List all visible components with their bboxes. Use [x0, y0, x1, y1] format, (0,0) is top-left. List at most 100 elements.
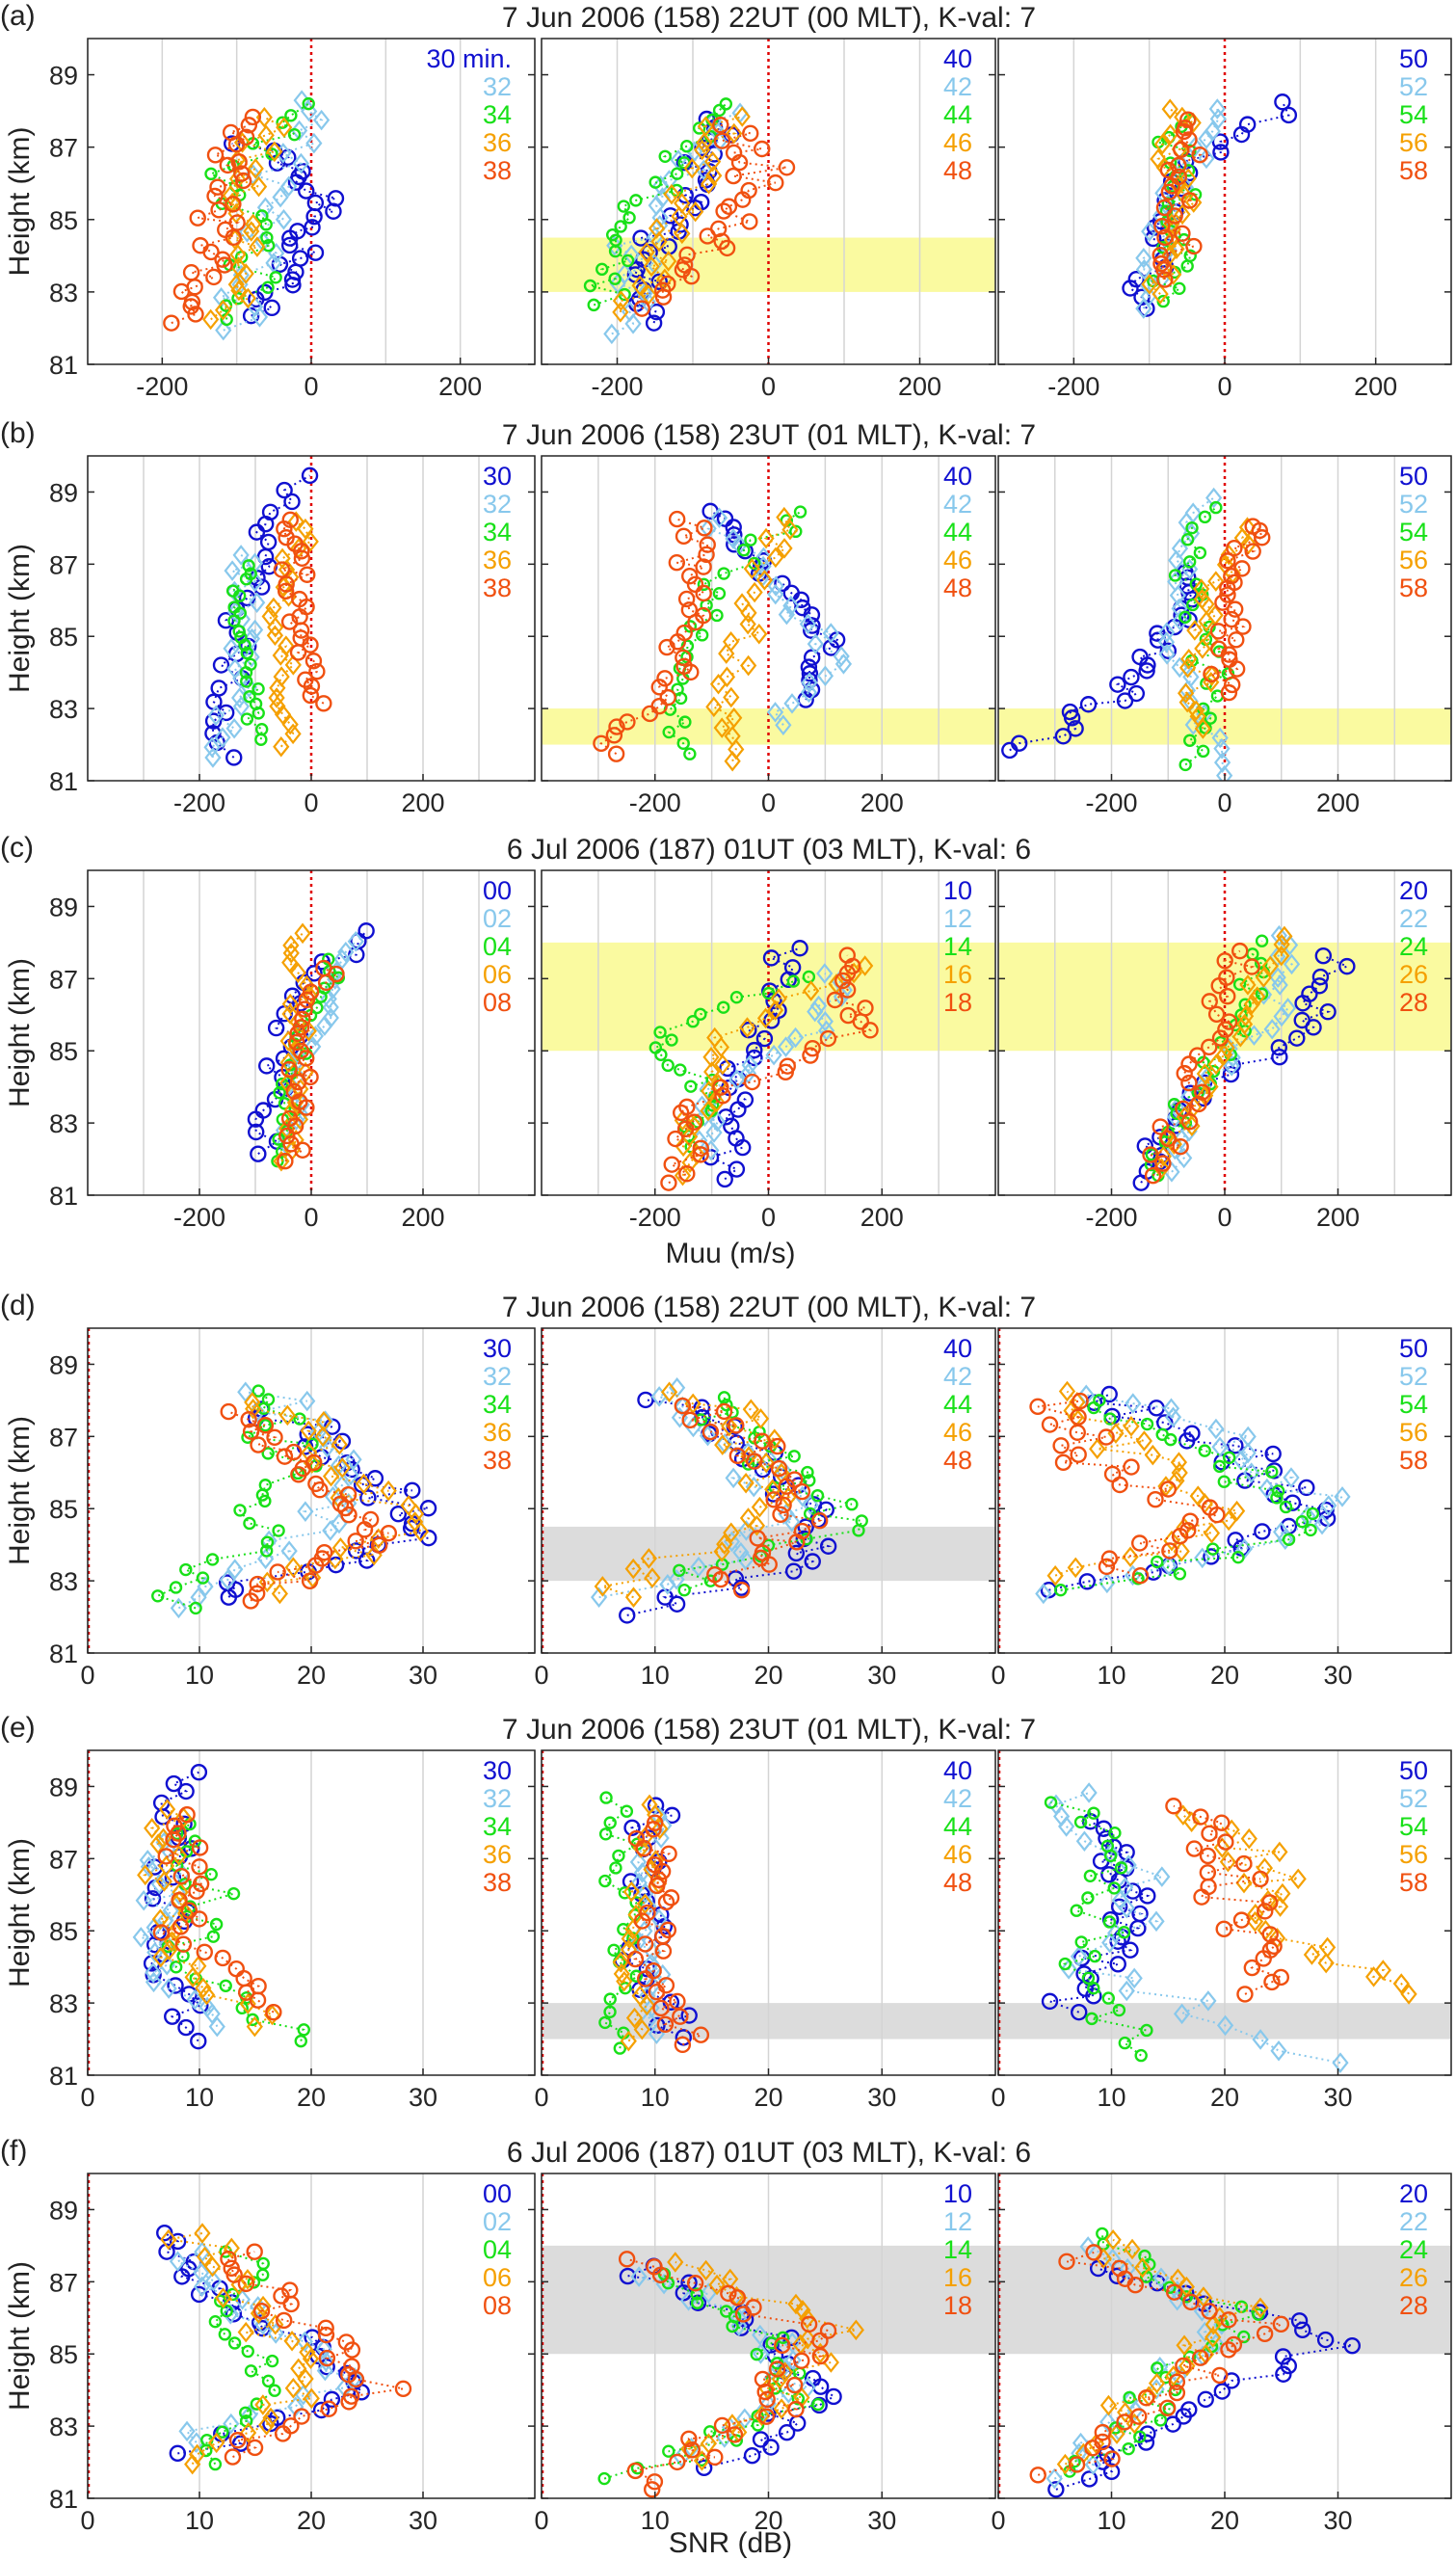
x-tick-label: 0	[534, 2506, 548, 2535]
y-tick-label: 87	[49, 965, 78, 994]
data-point	[1168, 2373, 1186, 2390]
data-point	[1109, 676, 1126, 693]
data-point	[1098, 1428, 1115, 1446]
data-point	[323, 2390, 341, 2409]
legend-entry: 50	[1399, 462, 1428, 491]
data-point	[269, 2409, 286, 2427]
data-point	[660, 1174, 677, 1191]
x-tick-label: 0	[304, 1203, 318, 1232]
data-point	[801, 665, 819, 682]
panel-title: 7 Jun 2006 (158) 23UT (01 MLT), K-val: 7	[502, 1714, 1036, 1746]
data-point	[1338, 957, 1356, 975]
y-tick-label: 83	[49, 1567, 78, 1596]
data-point	[1263, 1018, 1281, 1040]
data-point	[646, 2473, 664, 2491]
data-point	[1140, 1417, 1154, 1431]
legend-entry: 20	[1399, 876, 1428, 905]
data-point	[667, 1130, 684, 1148]
data-point	[802, 1047, 819, 1064]
data-point	[1073, 1815, 1088, 1829]
data-point	[1180, 192, 1199, 209]
data-point	[726, 707, 743, 729]
series-3	[1044, 1796, 1153, 2063]
data-point	[1198, 1444, 1211, 1457]
data-point	[1200, 1990, 1217, 2012]
legend-entry: 30	[483, 1334, 512, 1363]
data-point	[774, 574, 791, 592]
y-tick-label: 87	[49, 1423, 78, 1452]
panel-title: 7 Jun 2006 (158) 23UT (01 MLT), K-val: 7	[502, 419, 1036, 451]
data-point	[166, 1921, 184, 1942]
data-point	[214, 727, 231, 748]
x-tick-label: 20	[297, 1661, 326, 1690]
data-point	[662, 2444, 675, 2458]
data-point	[715, 202, 732, 220]
data-point	[1167, 1098, 1181, 1111]
data-point	[1255, 934, 1269, 947]
data-point	[770, 988, 787, 1009]
data-point	[810, 1512, 829, 1530]
data-point	[799, 2307, 816, 2330]
data-point	[293, 2408, 310, 2425]
x-tick-label: -200	[136, 372, 188, 401]
data-point	[152, 1924, 171, 1941]
data-point	[237, 2321, 254, 2343]
data-point	[240, 675, 253, 688]
panel-a: (a) 7 Jun 2006 (158) 22UT (00 MLT), K-val…	[0, 0, 1452, 401]
data-point	[192, 237, 209, 254]
data-point	[1088, 1949, 1101, 1963]
y-tick-label: 87	[49, 134, 78, 163]
panel-d: (d) 7 Jun 2006 (158) 22UT (00 MLT), K-val…	[0, 1290, 1452, 1690]
data-point	[1193, 546, 1207, 560]
data-point	[281, 511, 299, 528]
x-tick-label: -200	[1085, 788, 1137, 817]
data-point	[298, 182, 315, 200]
data-point	[269, 271, 282, 284]
data-point	[623, 1819, 641, 1836]
data-point	[256, 197, 275, 219]
data-point	[705, 696, 723, 718]
data-point	[619, 1607, 636, 1624]
data-point	[819, 1029, 837, 1048]
data-point	[1178, 758, 1192, 772]
legend-entry: 04	[483, 932, 512, 961]
data-point	[690, 2287, 703, 2301]
data-point	[294, 162, 311, 180]
data-point	[725, 144, 743, 162]
data-point	[1125, 2413, 1143, 2435]
series-5	[1203, 518, 1271, 702]
data-point	[1161, 244, 1178, 266]
data-point	[694, 1007, 707, 1021]
data-point	[190, 1763, 208, 1781]
data-point	[645, 1821, 662, 1838]
legend-entry: 22	[1399, 904, 1428, 933]
data-point	[223, 638, 240, 659]
data-point	[1094, 2433, 1111, 2451]
data-point	[710, 507, 728, 529]
data-point	[1334, 1486, 1351, 1507]
data-point	[191, 1910, 208, 1928]
data-point	[804, 1039, 821, 1057]
data-point	[819, 1537, 837, 1555]
legend-entry: 32	[483, 72, 512, 101]
legend-entry: 34	[483, 1812, 512, 1841]
data-point	[193, 2276, 211, 2298]
data-point	[677, 590, 696, 608]
data-point	[219, 156, 236, 174]
data-point	[219, 1979, 232, 1992]
data-point	[164, 2008, 181, 2025]
data-point	[718, 643, 735, 664]
data-point	[799, 613, 816, 635]
data-point	[1271, 1841, 1288, 1863]
x-tick-label: 200	[860, 1203, 904, 1232]
data-point	[649, 2016, 666, 2035]
legend-entry: 02	[483, 2207, 512, 2236]
data-point	[1175, 1100, 1192, 1118]
data-point	[297, 2368, 314, 2389]
data-point	[1139, 2425, 1156, 2442]
data-layer	[151, 1381, 437, 1619]
data-point	[663, 183, 680, 205]
x-tick-label: 0	[991, 1661, 1005, 1690]
